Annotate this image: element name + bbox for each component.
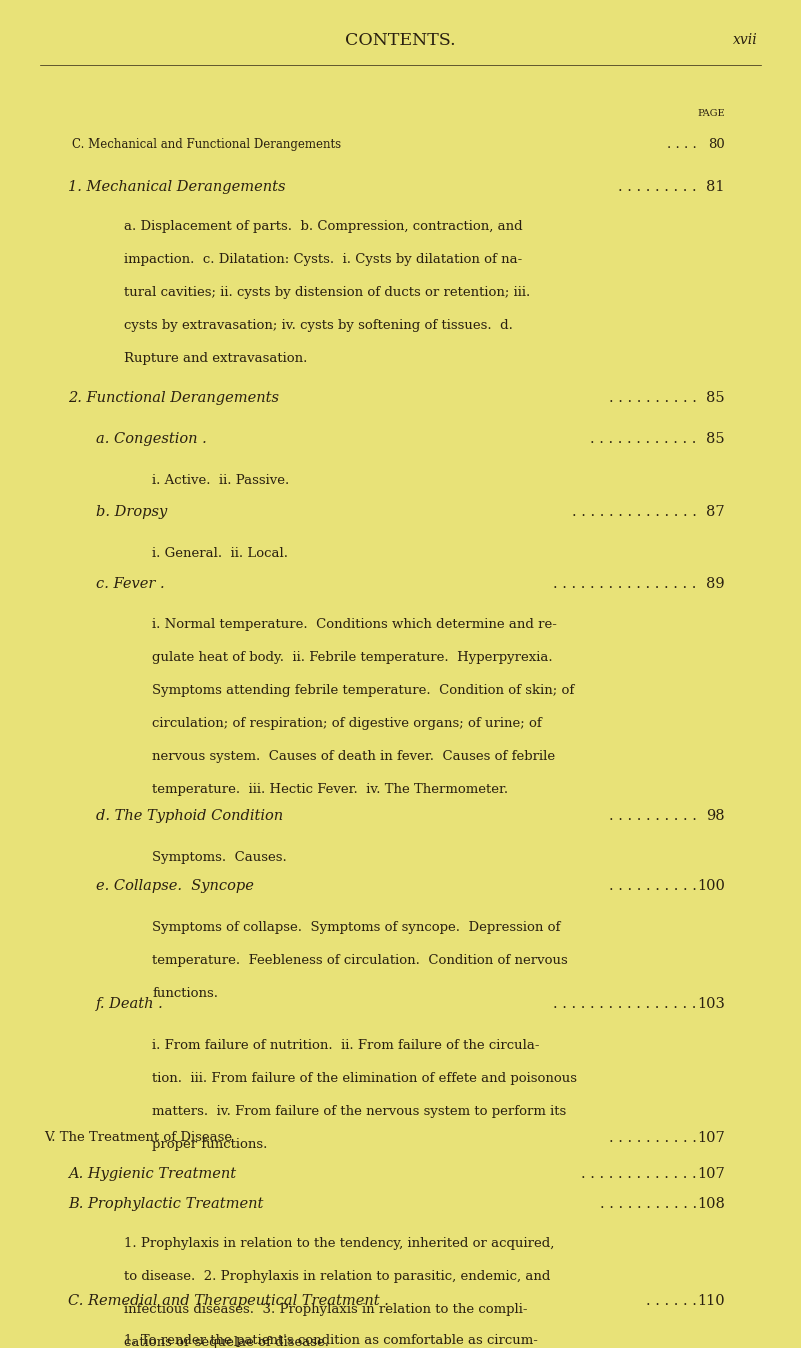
Text: a. Congestion .: a. Congestion . bbox=[96, 431, 207, 446]
Text: V. The Treatment of Disease: V. The Treatment of Disease bbox=[44, 1131, 232, 1144]
Text: temperature.  Feebleness of circulation.  Condition of nervous: temperature. Feebleness of circulation. … bbox=[152, 954, 568, 967]
Text: 85: 85 bbox=[706, 431, 725, 446]
Text: b. Dropsy: b. Dropsy bbox=[96, 504, 167, 519]
Text: xvii: xvii bbox=[733, 34, 757, 47]
Text: infectious diseases.  3. Prophylaxis in relation to the compli-: infectious diseases. 3. Prophylaxis in r… bbox=[124, 1302, 528, 1316]
Text: 98: 98 bbox=[706, 809, 725, 822]
Text: tion.  iii. From failure of the elimination of effete and poisonous: tion. iii. From failure of the eliminati… bbox=[152, 1072, 578, 1085]
Text: c. Fever .: c. Fever . bbox=[96, 577, 165, 590]
Text: 87: 87 bbox=[706, 504, 725, 519]
Text: 80: 80 bbox=[708, 139, 725, 151]
Text: . . . . . . . . . . . . .: . . . . . . . . . . . . . bbox=[582, 1167, 697, 1181]
Text: . . . .: . . . . bbox=[667, 139, 697, 151]
Text: CONTENTS.: CONTENTS. bbox=[345, 32, 456, 49]
Text: nervous system.  Causes of death in fever.  Causes of febrile: nervous system. Causes of death in fever… bbox=[152, 749, 555, 763]
Text: 89: 89 bbox=[706, 577, 725, 590]
Text: i. Normal temperature.  Conditions which determine and re-: i. Normal temperature. Conditions which … bbox=[152, 617, 557, 631]
Text: 108: 108 bbox=[697, 1197, 725, 1211]
Text: C. Mechanical and Functional Derangements: C. Mechanical and Functional Derangement… bbox=[72, 139, 341, 151]
Text: gulate heat of body.  ii. Febrile temperature.  Hyperpyrexia.: gulate heat of body. ii. Febrile tempera… bbox=[152, 651, 553, 665]
Text: i. General.  ii. Local.: i. General. ii. Local. bbox=[152, 547, 288, 559]
Text: i. From failure of nutrition.  ii. From failure of the circula-: i. From failure of nutrition. ii. From f… bbox=[152, 1038, 540, 1051]
Text: cations or sequelae of disease.: cations or sequelae of disease. bbox=[124, 1336, 329, 1348]
Text: cysts by extravasation; iv. cysts by softening of tissues.  d.: cysts by extravasation; iv. cysts by sof… bbox=[124, 319, 513, 332]
Text: C. Remedial and Therapeutical Treatment .: C. Remedial and Therapeutical Treatment … bbox=[68, 1294, 389, 1308]
Text: matters.  iv. From failure of the nervous system to perform its: matters. iv. From failure of the nervous… bbox=[152, 1105, 566, 1117]
Text: B. Prophylactic Treatment: B. Prophylactic Treatment bbox=[68, 1197, 264, 1211]
Text: tural cavities; ii. cysts by distension of ducts or retention; iii.: tural cavities; ii. cysts by distension … bbox=[124, 286, 530, 299]
Text: impaction.  c. Dilatation: Cysts.  i. Cysts by dilatation of na-: impaction. c. Dilatation: Cysts. i. Cyst… bbox=[124, 253, 522, 266]
Text: A. Hygienic Treatment: A. Hygienic Treatment bbox=[68, 1167, 236, 1181]
Text: temperature.  iii. Hectic Fever.  iv. The Thermometer.: temperature. iii. Hectic Fever. iv. The … bbox=[152, 783, 509, 797]
Text: . . . . . . . . . .: . . . . . . . . . . bbox=[609, 879, 697, 892]
Text: 1. To render the patient's condition as comfortable as circum-: 1. To render the patient's condition as … bbox=[124, 1335, 538, 1347]
Text: proper functions.: proper functions. bbox=[152, 1138, 268, 1151]
Text: to disease.  2. Prophylaxis in relation to parasitic, endemic, and: to disease. 2. Prophylaxis in relation t… bbox=[124, 1270, 550, 1283]
Text: d. The Typhoid Condition: d. The Typhoid Condition bbox=[96, 809, 284, 822]
Text: Symptoms of collapse.  Symptoms of syncope.  Depression of: Symptoms of collapse. Symptoms of syncop… bbox=[152, 921, 561, 934]
Text: 103: 103 bbox=[697, 996, 725, 1011]
Text: functions.: functions. bbox=[152, 987, 218, 1000]
Text: 2. Functional Derangements: 2. Functional Derangements bbox=[68, 391, 279, 404]
Text: 1. Prophylaxis in relation to the tendency, inherited or acquired,: 1. Prophylaxis in relation to the tenden… bbox=[124, 1237, 554, 1250]
Text: . . . . . . . . . . . . . . . .: . . . . . . . . . . . . . . . . bbox=[553, 577, 697, 590]
Text: a. Displacement of parts.  b. Compression, contraction, and: a. Displacement of parts. b. Compression… bbox=[124, 220, 523, 233]
Text: . . . . . . . . . . . . . .: . . . . . . . . . . . . . . bbox=[572, 504, 697, 519]
Text: i. Active.  ii. Passive.: i. Active. ii. Passive. bbox=[152, 474, 289, 488]
Text: 1. Mechanical Derangements: 1. Mechanical Derangements bbox=[68, 179, 286, 194]
Text: . . . . . . . . . .: . . . . . . . . . . bbox=[609, 1131, 697, 1144]
Text: circulation; of respiration; of digestive organs; of urine; of: circulation; of respiration; of digestiv… bbox=[152, 717, 542, 731]
Text: 110: 110 bbox=[698, 1294, 725, 1308]
Text: 107: 107 bbox=[697, 1167, 725, 1181]
Text: e. Collapse.  Syncope: e. Collapse. Syncope bbox=[96, 879, 254, 892]
Text: . . . . . . . . .: . . . . . . . . . bbox=[618, 179, 697, 194]
Text: . . . . . . . . . .: . . . . . . . . . . bbox=[609, 391, 697, 404]
Text: Symptoms.  Causes.: Symptoms. Causes. bbox=[152, 851, 287, 864]
Text: 100: 100 bbox=[697, 879, 725, 892]
Text: 81: 81 bbox=[706, 179, 725, 194]
Text: . . . . . . . . . . . . . . . .: . . . . . . . . . . . . . . . . bbox=[553, 996, 697, 1011]
Text: . . . . . . . . . . .: . . . . . . . . . . . bbox=[600, 1197, 697, 1211]
Text: . . . . . . . . . .: . . . . . . . . . . bbox=[609, 809, 697, 822]
Text: Symptoms attending febrile temperature.  Condition of skin; of: Symptoms attending febrile temperature. … bbox=[152, 685, 574, 697]
Text: 107: 107 bbox=[697, 1131, 725, 1144]
Text: f. Death .: f. Death . bbox=[96, 996, 164, 1011]
Text: . . . . . . . . . . . .: . . . . . . . . . . . . bbox=[590, 431, 697, 446]
Text: PAGE: PAGE bbox=[698, 109, 725, 117]
Text: 85: 85 bbox=[706, 391, 725, 404]
Text: Rupture and extravasation.: Rupture and extravasation. bbox=[124, 352, 308, 365]
Text: . . . . . .: . . . . . . bbox=[646, 1294, 697, 1308]
